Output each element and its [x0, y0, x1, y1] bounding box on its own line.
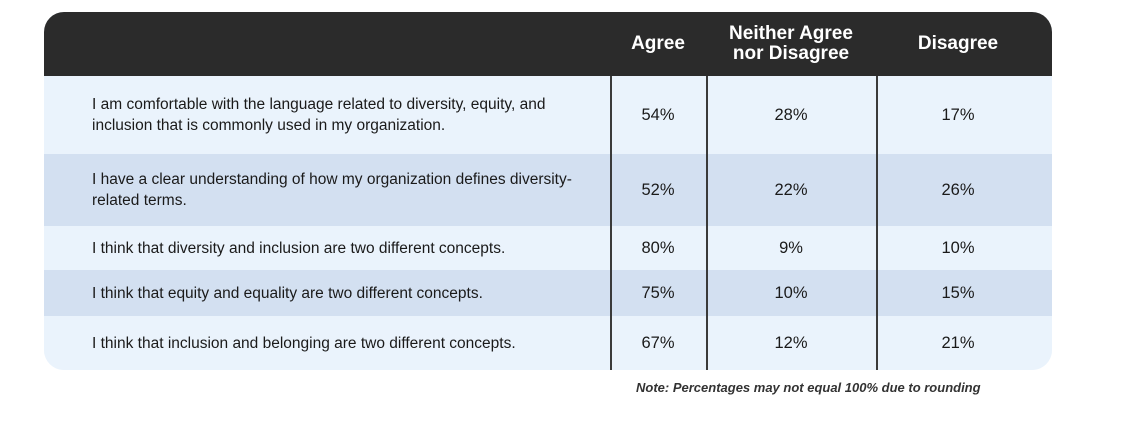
survey-table: Agree Neither Agree nor Disagree Disagre… [44, 12, 1052, 370]
row-value-disagree: 10% [941, 238, 975, 257]
table-row: I think that diversity and inclusion are… [44, 226, 1052, 270]
column-divider [876, 76, 878, 370]
row-value-neither: 10% [774, 283, 808, 302]
column-divider [610, 76, 612, 370]
row-value-disagree: 26% [941, 180, 975, 199]
footnote: Note: Percentages may not equal 100% due… [636, 380, 981, 395]
row-value-agree: 52% [641, 180, 675, 199]
row-statement: I have a clear understanding of how my o… [92, 171, 572, 209]
row-value-neither: 9% [779, 238, 803, 257]
row-value-agree: 75% [641, 283, 675, 302]
table-header: Agree Neither Agree nor Disagree Disagre… [44, 12, 1052, 76]
column-header-disagree: Disagree [917, 33, 999, 54]
table-row: I think that inclusion and belonging are… [44, 316, 1052, 370]
row-statement: I think that inclusion and belonging are… [92, 334, 516, 352]
table-row: I have a clear understanding of how my o… [44, 154, 1052, 226]
column-header-agree: Agree [631, 33, 685, 54]
table-row: I think that equity and equality are two… [44, 270, 1052, 316]
column-header-neither-label: Neither Agree nor Disagree [729, 23, 853, 64]
table-row: I am comfortable with the language relat… [44, 76, 1052, 154]
row-statement: I think that equity and equality are two… [92, 284, 483, 302]
column-header-neither: Neither Agree nor Disagree [706, 12, 876, 76]
row-value-neither: 28% [774, 105, 808, 124]
row-value-neither: 22% [774, 180, 808, 199]
row-value-agree: 54% [641, 105, 675, 124]
row-value-disagree: 21% [941, 333, 975, 352]
row-value-agree: 80% [641, 238, 675, 257]
row-value-neither: 12% [774, 333, 808, 352]
column-divider [706, 76, 708, 370]
row-statement: I think that diversity and inclusion are… [92, 239, 506, 257]
row-statement: I am comfortable with the language relat… [92, 96, 546, 134]
row-value-disagree: 17% [941, 105, 975, 124]
row-value-agree: 67% [641, 333, 675, 352]
row-value-disagree: 15% [941, 283, 975, 302]
